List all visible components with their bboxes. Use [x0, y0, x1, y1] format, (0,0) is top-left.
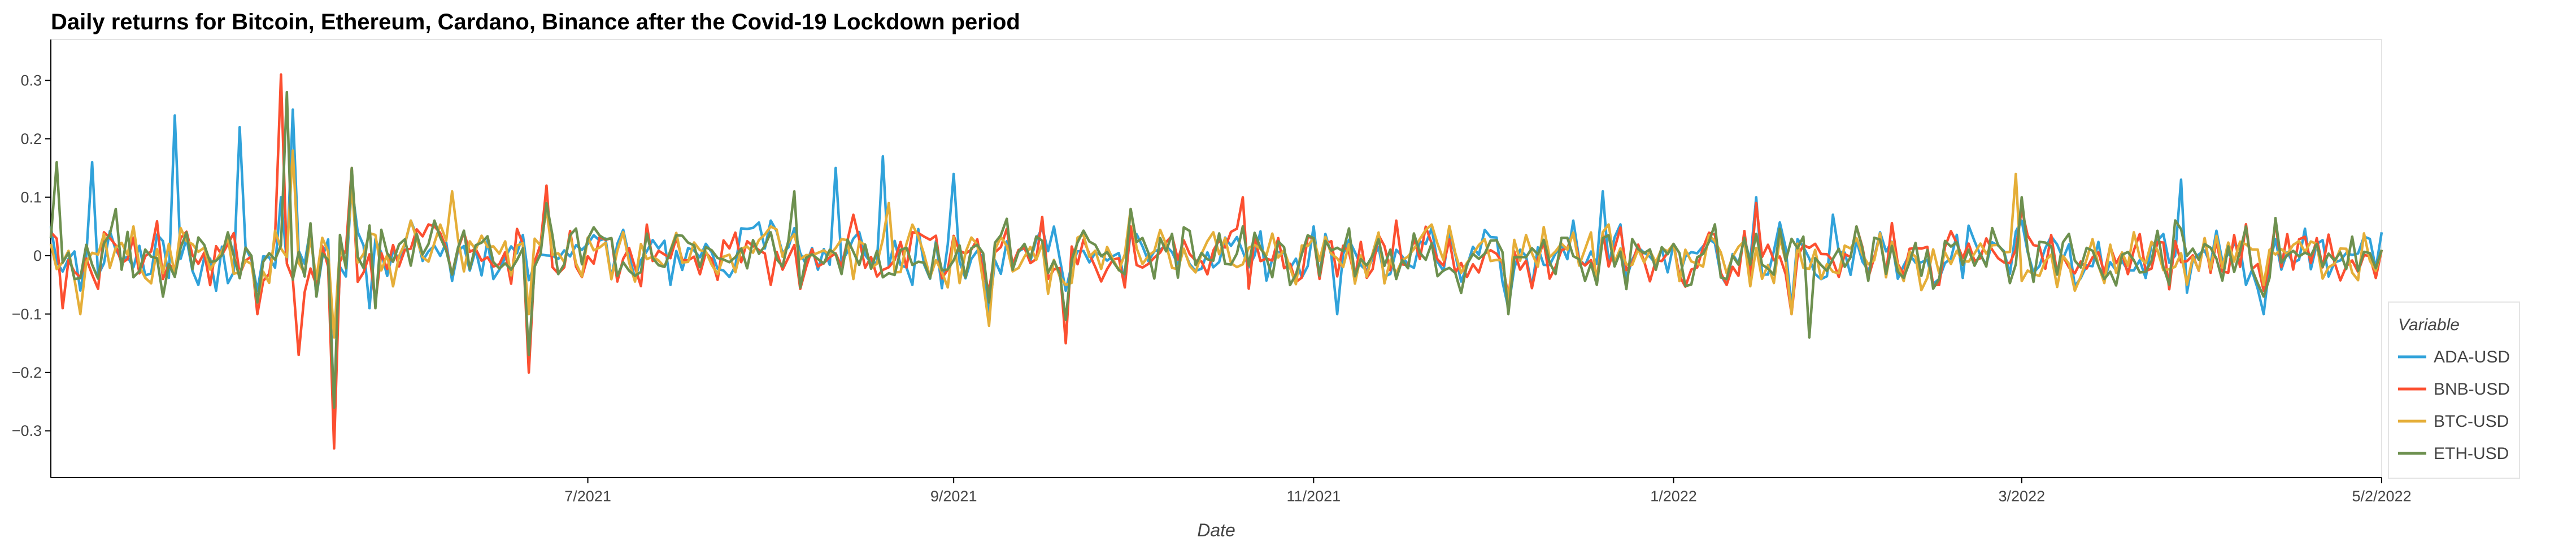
x-tick-label: 7/2021	[564, 488, 611, 505]
y-tick-label: 0.2	[20, 130, 42, 147]
legend-items: ADA-USD BNB-USD BTC-USD ETH-USD	[2398, 348, 2510, 463]
x-axis-label: Date	[1197, 520, 1235, 540]
legend-item-ada-usd[interactable]: ADA-USD	[2398, 348, 2510, 366]
legend-label: BNB-USD	[2434, 380, 2510, 399]
legend[interactable]: Variable ADA-USD BNB-USD BTC-USD ETH-USD	[2388, 301, 2520, 479]
legend-item-bnb-usd[interactable]: BNB-USD	[2398, 380, 2510, 399]
series-line-eth-usd[interactable]	[49, 90, 2383, 409]
x-tick-label: 1/2022	[1650, 488, 1697, 505]
series-line-ada-usd[interactable]	[49, 108, 2383, 415]
x-tick-label: 9/2021	[930, 488, 977, 505]
chart-title: Daily returns for Bitcoin, Ethereum, Car…	[51, 10, 1020, 34]
y-tick-label: 0.3	[20, 72, 42, 89]
x-tick-label: 11/2021	[1287, 488, 1341, 505]
legend-item-eth-usd[interactable]: ETH-USD	[2398, 444, 2509, 463]
y-tick-label: −0.3	[12, 422, 42, 439]
y-tick-label: 0.1	[20, 189, 42, 206]
x-tick-label: 3/2022	[1999, 488, 2046, 505]
series-layer	[49, 73, 2383, 450]
legend-title: Variable	[2398, 316, 2460, 334]
legend-label: BTC-USD	[2434, 412, 2509, 431]
legend-label: ETH-USD	[2434, 444, 2509, 463]
y-tick-label: −0.2	[12, 364, 42, 381]
legend-label: ADA-USD	[2434, 348, 2510, 366]
x-tick-label: 5/2/2022	[2352, 488, 2411, 505]
axes: −0.3 −0.2 −0.1 0 0.1 0.2 0.3 7/2021 9/2021 11/202…	[12, 40, 2412, 505]
y-tick-label: −0.1	[12, 305, 42, 322]
legend-item-btc-usd[interactable]: BTC-USD	[2398, 412, 2509, 431]
series-line-bnb-usd[interactable]	[50, 73, 2383, 450]
y-tick-label: 0	[33, 247, 42, 264]
